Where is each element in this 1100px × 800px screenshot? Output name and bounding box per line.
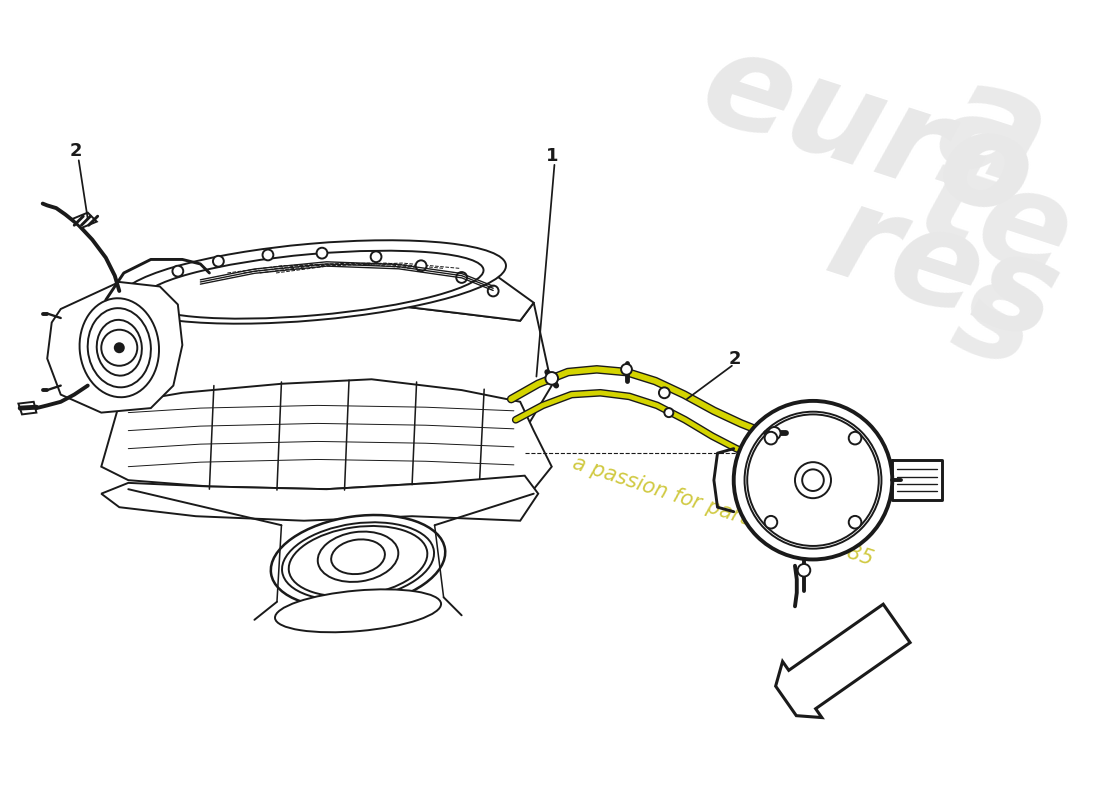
Circle shape [734,401,892,559]
Circle shape [371,251,382,262]
Ellipse shape [271,515,446,607]
Ellipse shape [275,590,441,632]
Circle shape [849,432,861,445]
Circle shape [416,260,427,271]
Text: 2: 2 [728,350,741,367]
Polygon shape [106,244,534,345]
Polygon shape [73,213,97,228]
Text: 2: 2 [69,142,82,160]
Circle shape [764,432,778,445]
Circle shape [798,564,811,577]
Circle shape [263,250,273,260]
Circle shape [849,516,861,529]
Ellipse shape [282,522,434,600]
Polygon shape [101,476,538,521]
Text: te: te [903,137,1088,305]
Text: res: res [813,174,1074,367]
Circle shape [745,412,881,549]
Polygon shape [776,604,910,718]
Circle shape [768,427,781,440]
Text: 1: 1 [546,147,558,165]
Circle shape [621,364,631,374]
Text: a: a [921,46,1065,219]
Circle shape [664,408,673,417]
Circle shape [487,286,498,296]
Polygon shape [101,379,552,489]
Polygon shape [92,302,552,430]
Circle shape [764,516,778,529]
Text: euro: euro [686,20,1048,246]
Circle shape [213,256,223,266]
Circle shape [546,372,558,385]
Circle shape [114,343,124,352]
Ellipse shape [120,240,506,324]
Circle shape [317,248,328,258]
Circle shape [101,330,138,366]
Polygon shape [47,282,183,413]
Polygon shape [19,402,36,414]
Ellipse shape [331,539,385,574]
Circle shape [795,462,830,498]
Text: s: s [939,250,1053,394]
Circle shape [173,266,184,277]
Ellipse shape [79,298,160,398]
Text: a passion for parts since 1985: a passion for parts since 1985 [570,454,876,570]
Circle shape [456,272,468,283]
Circle shape [659,387,670,398]
